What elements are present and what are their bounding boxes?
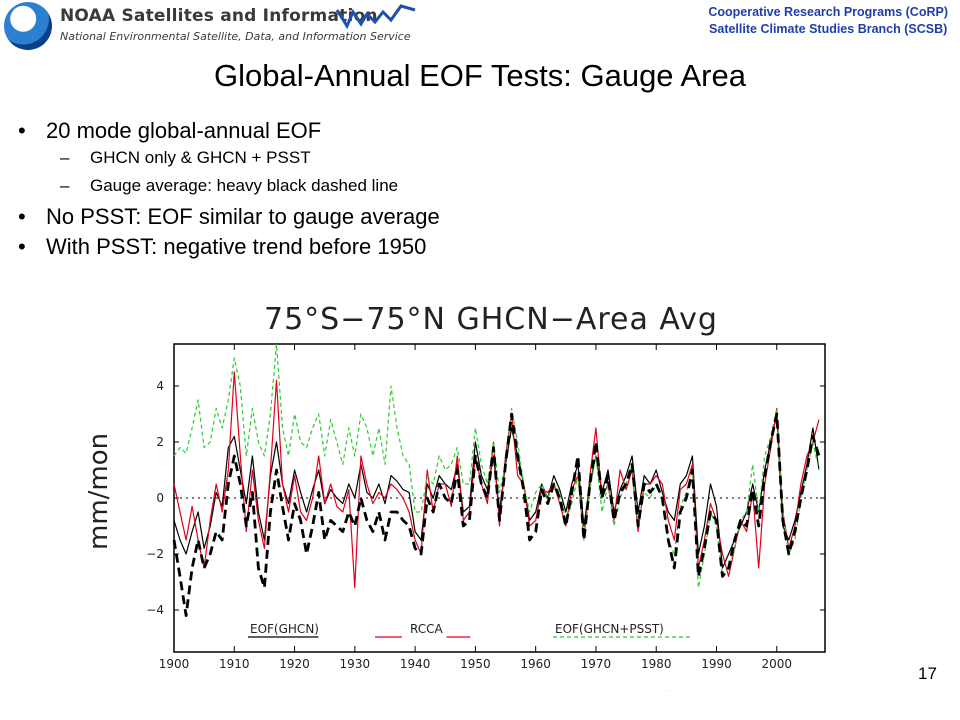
sub-bullet-text: GHCN only & GHCN + PSST	[90, 148, 311, 167]
sub-bullet-item: – GHCN only & GHCN + PSST	[18, 148, 440, 176]
noaa-logo	[4, 2, 52, 50]
sub-bullet-item: – Gauge average: heavy black dashed line	[18, 176, 440, 204]
org-title: NOAA Satellites and Information	[60, 6, 378, 26]
series-line-gauge-average	[172, 412, 821, 617]
bullet-item: • 20 mode global-annual EOF	[18, 118, 440, 148]
bullet-marker: •	[18, 118, 26, 143]
bullet-item: • No PSST: EOF similar to gauge average	[18, 204, 440, 234]
legend-label: EOF(GHCN)	[250, 622, 319, 636]
bullet-marker: •	[18, 204, 26, 229]
bullet-text: No PSST: EOF similar to gauge average	[46, 204, 440, 229]
sub-bullet-text: Gauge average: heavy black dashed line	[90, 176, 399, 195]
sub-bullet-marker: –	[60, 176, 70, 195]
x-tick-label: 2000	[762, 657, 793, 671]
bullet-marker: •	[18, 234, 26, 259]
corner-mark: ·	[668, 686, 671, 695]
bullet-item: • With PSST: negative trend before 1950	[18, 234, 440, 264]
series-line-rcca	[173, 371, 820, 589]
x-tick-label: 1960	[520, 657, 551, 671]
slide-title: Global-Annual EOF Tests: Gauge Area	[214, 58, 746, 93]
x-tick-label: 1980	[641, 657, 672, 671]
x-tick-label: 1920	[279, 657, 310, 671]
x-tick-label: 1940	[400, 657, 431, 671]
program-line-1: Cooperative Research Programs (CoRP)	[708, 5, 948, 19]
page-number: 17	[918, 664, 937, 683]
legend-label: RCCA	[410, 622, 443, 636]
x-tick-label: 1900	[159, 657, 190, 671]
legend-label: EOF(GHCN+PSST)	[555, 622, 664, 636]
bullet-list: • 20 mode global-annual EOF – GHCN only & …	[18, 118, 440, 264]
y-tick-label: 2	[156, 435, 164, 449]
program-block: Cooperative Research Programs (CoRP) Sat…	[708, 4, 948, 38]
y-tick-label: 0	[156, 491, 164, 505]
x-tick-label: 1950	[460, 657, 491, 671]
sub-bullet-marker: –	[60, 148, 70, 167]
y-tick-label: −2	[146, 547, 164, 561]
x-tick-label: 1930	[340, 657, 371, 671]
chart-y-axis-label: mm/mon	[84, 432, 114, 550]
bullet-text: 20 mode global-annual EOF	[46, 118, 322, 143]
wave-logo-icon	[335, 4, 416, 30]
program-line-2: Satellite Climate Studies Branch (SCSB)	[709, 22, 948, 36]
x-tick-label: 1990	[701, 657, 732, 671]
y-tick-label: 4	[156, 379, 164, 393]
x-tick-label: 1970	[581, 657, 612, 671]
org-subtitle: National Environmental Satellite, Data, …	[60, 30, 411, 43]
bullet-text: With PSST: negative trend before 1950	[46, 234, 427, 259]
y-tick-label: −4	[146, 603, 164, 617]
x-tick-label: 1910	[219, 657, 250, 671]
chart-title: 75°S−75°N GHCN−Area Avg	[264, 302, 718, 337]
